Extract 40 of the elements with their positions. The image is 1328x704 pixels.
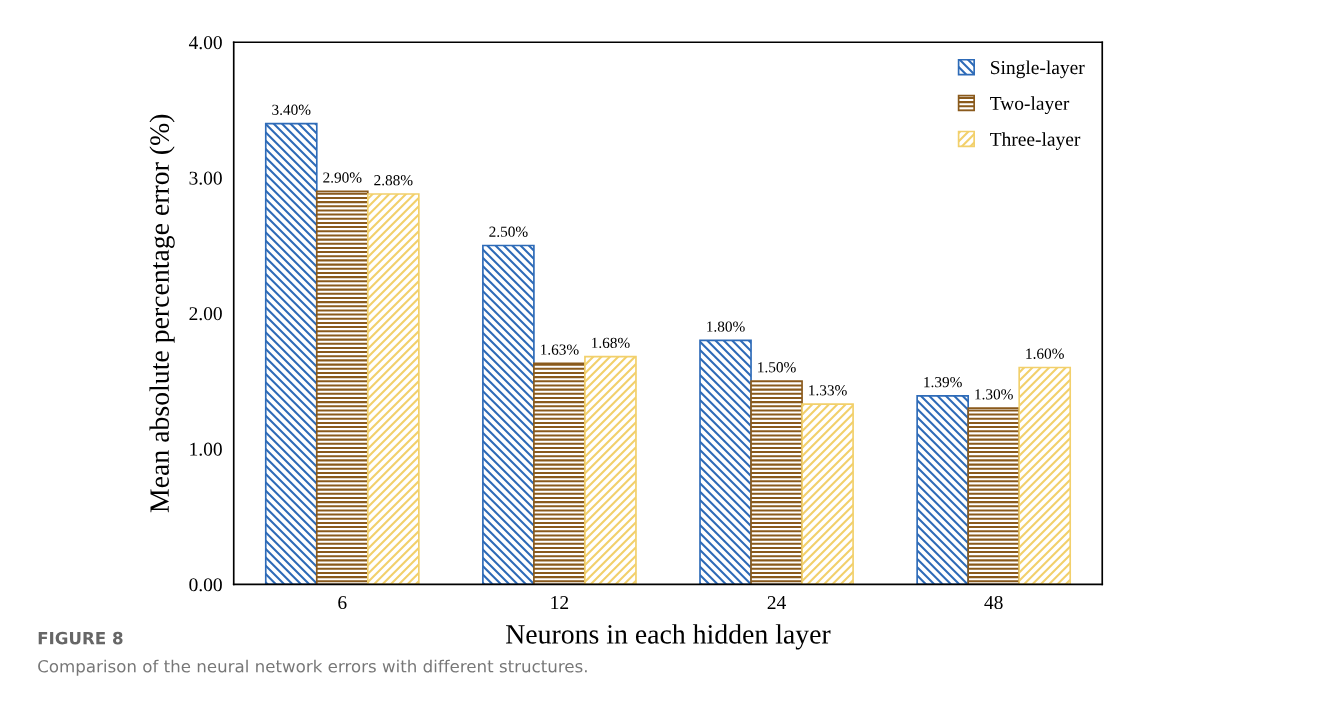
x-tick-label: 24 [767,596,786,609]
x-tick-label: 6 [338,596,347,610]
data-label: 2.50% [489,226,528,237]
data-label: 1.80% [707,321,745,332]
data-label: 2.88% [374,175,413,186]
data-label: 1.50% [758,362,796,373]
legend-label: Three-layer [990,132,1081,150]
y-tick-label: 1.00 [190,442,222,456]
legend-label: Single-layer [991,60,1085,79]
y-tick-label: 4.00 [188,36,222,50]
data-label: 1.68% [592,337,630,349]
text: Comparison of the neural network errors with different structures. [38,659,587,676]
bar [315,190,369,585]
bar [264,122,318,585]
bar [533,362,586,585]
caption: FIGURE 8 [38,631,123,645]
y-tick-label: 3.00 [189,171,222,185]
bar [967,407,1021,585]
y-tick-label: 0.00 [189,578,222,592]
bar [750,380,803,585]
y-axis-title: Mean absolute percentage error (%) [149,114,175,513]
bar [916,395,969,585]
data-label: 1.33% [809,385,847,396]
data-label: 1.60% [1026,348,1064,359]
y-tick-label: 2.00 [189,307,222,321]
bar [1018,366,1072,585]
data-label: 2.90% [323,172,362,183]
data-label: 1.63% [541,344,579,355]
bar [699,339,752,585]
legend-label: Two-layer [990,96,1070,115]
x-axis-title: Neurons in each hidden layer [506,624,831,650]
data-label: 1.30% [975,389,1013,400]
bar [482,244,535,585]
x-tick-label: 12 [551,596,569,609]
data-label: 3.40% [272,104,311,115]
data-label: 1.39% [924,376,962,388]
bar [584,355,637,585]
x-tick-label: 48 [984,595,1003,610]
bar [366,193,420,585]
bar [801,403,854,585]
